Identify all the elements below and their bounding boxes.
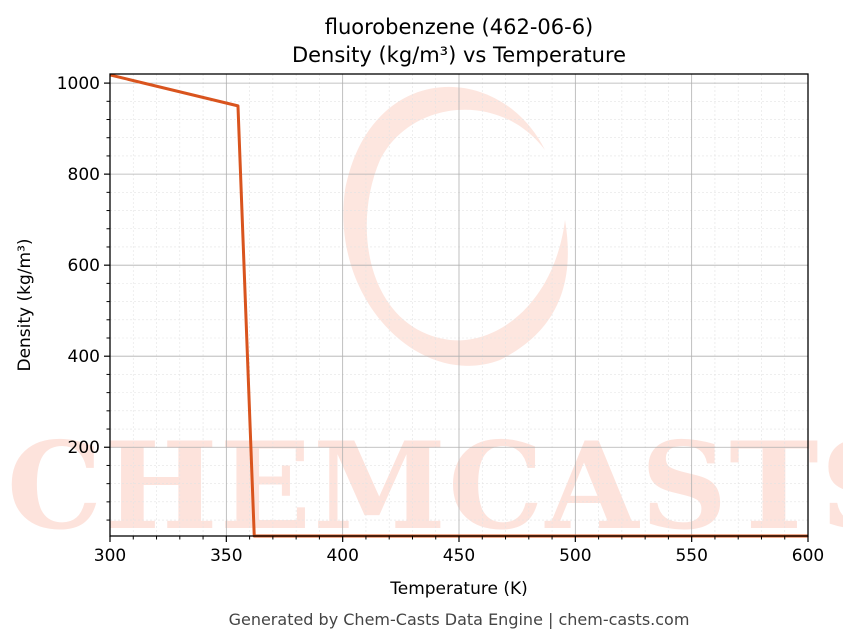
x-tick-label: 450 xyxy=(443,546,475,566)
x-tick-label: 600 xyxy=(792,546,824,566)
y-axis: 200 400 600 800 1000 xyxy=(57,74,110,521)
y-tick-label: 800 xyxy=(68,165,100,185)
x-axis: 300 350 400 450 500 550 600 xyxy=(94,536,824,566)
x-tick-label: 350 xyxy=(210,546,242,566)
y-tick-label: 1000 xyxy=(57,74,100,94)
y-tick-label: 400 xyxy=(68,347,100,367)
x-tick-label: 550 xyxy=(675,546,707,566)
x-tick-label: 400 xyxy=(326,546,358,566)
chart-title-line1: fluorobenzene (462-06-6) xyxy=(325,15,594,39)
x-tick-label: 500 xyxy=(559,546,591,566)
y-axis-label: Density (kg/m³) xyxy=(15,238,35,371)
x-axis-label: Temperature (K) xyxy=(389,579,528,599)
watermark-text: CHEMCASTS xyxy=(7,416,843,557)
y-tick-label: 600 xyxy=(68,256,100,276)
footer-credit: Generated by Chem-Casts Data Engine | ch… xyxy=(229,610,690,629)
watermark-swirl xyxy=(343,86,568,366)
chart-title-line2: Density (kg/m³) vs Temperature xyxy=(292,43,626,67)
watermark-logo: CHEMCASTS xyxy=(7,86,843,557)
x-tick-label: 300 xyxy=(94,546,126,566)
y-tick-label: 200 xyxy=(68,438,100,458)
